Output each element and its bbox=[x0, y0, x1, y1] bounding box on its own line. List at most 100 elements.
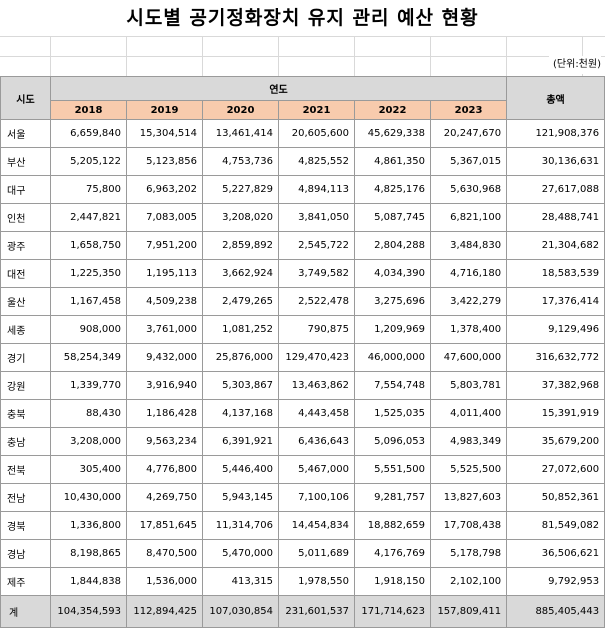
value-cell: 6,391,921 bbox=[202, 427, 279, 456]
value-cell: 17,708,438 bbox=[429, 511, 508, 540]
value-cell: 5,205,122 bbox=[50, 147, 127, 176]
value-cell: 413,315 bbox=[202, 567, 279, 596]
region-cell: 충북 bbox=[0, 399, 51, 428]
header-year: 2020 bbox=[202, 100, 279, 120]
value-cell: 6,436,643 bbox=[278, 427, 355, 456]
sum-value-cell: 112,894,425 bbox=[126, 595, 203, 628]
value-cell: 1,536,000 bbox=[126, 567, 203, 596]
value-cell: 20,247,670 bbox=[429, 119, 508, 148]
region-cell: 인천 bbox=[0, 203, 51, 232]
total-cell: 37,382,968 bbox=[506, 371, 605, 400]
value-cell: 75,800 bbox=[50, 175, 127, 204]
value-cell: 5,367,015 bbox=[429, 147, 508, 176]
value-cell: 5,178,798 bbox=[429, 539, 508, 568]
header-region: 시도 bbox=[0, 76, 51, 120]
region-cell: 부산 bbox=[0, 147, 51, 176]
value-cell: 3,422,279 bbox=[429, 287, 508, 316]
value-cell: 6,821,100 bbox=[429, 203, 508, 232]
region-cell: 대구 bbox=[0, 175, 51, 204]
table-row: 울산 1,167,458 4,509,238 2,479,265 2,522,478 3,… bbox=[0, 287, 605, 316]
value-cell: 3,761,000 bbox=[126, 315, 203, 344]
region-cell: 경기 bbox=[0, 343, 51, 372]
table-row: 경북 1,336,800 17,851,645 11,314,706 14,454,83… bbox=[0, 511, 605, 540]
total-cell: 27,072,600 bbox=[506, 455, 605, 484]
value-cell: 1,844,838 bbox=[50, 567, 127, 596]
value-cell: 4,825,552 bbox=[278, 147, 355, 176]
table-body: 서울 6,659,840 15,304,514 13,461,414 20,605,60… bbox=[0, 119, 605, 596]
table-row: 인천 2,447,821 7,083,005 3,208,020 3,841,050 5,… bbox=[0, 203, 605, 232]
value-cell: 5,467,000 bbox=[278, 455, 355, 484]
value-cell: 5,803,781 bbox=[429, 371, 508, 400]
value-cell: 7,554,748 bbox=[354, 371, 431, 400]
value-cell: 4,861,350 bbox=[354, 147, 431, 176]
value-cell: 13,827,603 bbox=[429, 483, 508, 512]
value-cell: 2,859,892 bbox=[202, 231, 279, 260]
value-cell: 1,525,035 bbox=[354, 399, 431, 428]
table-row: 광주 1,658,750 7,951,200 2,859,892 2,545,722 2,… bbox=[0, 231, 605, 260]
header-year: 2018 bbox=[50, 100, 127, 120]
table-row: 대구 75,800 6,963,202 5,227,829 4,894,113 4,825… bbox=[0, 175, 605, 204]
value-cell: 1,336,800 bbox=[50, 511, 127, 540]
value-cell: 1,339,770 bbox=[50, 371, 127, 400]
value-cell: 7,951,200 bbox=[126, 231, 203, 260]
region-cell: 제주 bbox=[0, 567, 51, 596]
table-row: 전남 10,430,000 4,269,750 5,943,145 7,100,106 9… bbox=[0, 483, 605, 512]
value-cell: 2,447,821 bbox=[50, 203, 127, 232]
value-cell: 7,083,005 bbox=[126, 203, 203, 232]
value-cell: 5,011,689 bbox=[278, 539, 355, 568]
value-cell: 1,978,550 bbox=[278, 567, 355, 596]
value-cell: 3,662,924 bbox=[202, 259, 279, 288]
region-cell: 강원 bbox=[0, 371, 51, 400]
value-cell: 4,776,800 bbox=[126, 455, 203, 484]
value-cell: 4,716,180 bbox=[429, 259, 508, 288]
value-cell: 4,269,750 bbox=[126, 483, 203, 512]
value-cell: 1,918,150 bbox=[354, 567, 431, 596]
value-cell: 4,034,390 bbox=[354, 259, 431, 288]
value-cell: 1,378,400 bbox=[429, 315, 508, 344]
total-cell: 15,391,919 bbox=[506, 399, 605, 428]
sum-value-cell: 104,354,593 bbox=[50, 595, 127, 628]
total-cell: 9,129,496 bbox=[506, 315, 605, 344]
table-row: 제주 1,844,838 1,536,000 413,315 1,978,550 1,91… bbox=[0, 567, 605, 596]
value-cell: 13,463,862 bbox=[278, 371, 355, 400]
value-cell: 1,081,252 bbox=[202, 315, 279, 344]
value-cell: 129,470,423 bbox=[278, 343, 355, 372]
value-cell: 20,605,600 bbox=[278, 119, 355, 148]
region-cell: 경북 bbox=[0, 511, 51, 540]
value-cell: 14,454,834 bbox=[278, 511, 355, 540]
value-cell: 4,753,736 bbox=[202, 147, 279, 176]
region-cell: 서울 bbox=[0, 119, 51, 148]
table-row: 서울 6,659,840 15,304,514 13,461,414 20,605,60… bbox=[0, 119, 605, 148]
value-cell: 8,198,865 bbox=[50, 539, 127, 568]
value-cell: 2,522,478 bbox=[278, 287, 355, 316]
region-cell: 대전 bbox=[0, 259, 51, 288]
value-cell: 2,804,288 bbox=[354, 231, 431, 260]
header-year: 2021 bbox=[278, 100, 355, 120]
table-row: 경기 58,254,349 9,432,000 25,876,000 129,470,4… bbox=[0, 343, 605, 372]
table-row: 부산 5,205,122 5,123,856 4,753,736 4,825,552 4,… bbox=[0, 147, 605, 176]
value-cell: 3,749,582 bbox=[278, 259, 355, 288]
value-cell: 4,894,113 bbox=[278, 175, 355, 204]
value-cell: 5,943,145 bbox=[202, 483, 279, 512]
header-period-group: 연도 bbox=[49, 76, 508, 101]
value-cell: 13,461,414 bbox=[202, 119, 279, 148]
value-cell: 3,208,000 bbox=[50, 427, 127, 456]
table-row: 충남 3,208,000 9,563,234 6,391,921 6,436,643 5,… bbox=[0, 427, 605, 456]
table-row: 전북 305,400 4,776,800 5,446,400 5,467,000 5,55… bbox=[0, 455, 605, 484]
region-cell: 충남 bbox=[0, 427, 51, 456]
grand-total-cell: 885,405,443 bbox=[506, 595, 605, 628]
value-cell: 5,525,500 bbox=[429, 455, 508, 484]
sum-value-cell: 171,714,623 bbox=[354, 595, 431, 628]
table-row: 세종 908,000 3,761,000 1,081,252 790,875 1,209,… bbox=[0, 315, 605, 344]
value-cell: 17,851,645 bbox=[126, 511, 203, 540]
value-cell: 45,629,338 bbox=[354, 119, 431, 148]
value-cell: 3,208,020 bbox=[202, 203, 279, 232]
total-cell: 121,908,376 bbox=[506, 119, 605, 148]
value-cell: 10,430,000 bbox=[50, 483, 127, 512]
sum-value-cell: 157,809,411 bbox=[429, 595, 508, 628]
value-cell: 4,983,349 bbox=[429, 427, 508, 456]
value-cell: 2,545,722 bbox=[278, 231, 355, 260]
value-cell: 5,087,745 bbox=[354, 203, 431, 232]
value-cell: 8,470,500 bbox=[126, 539, 203, 568]
value-cell: 47,600,000 bbox=[429, 343, 508, 372]
